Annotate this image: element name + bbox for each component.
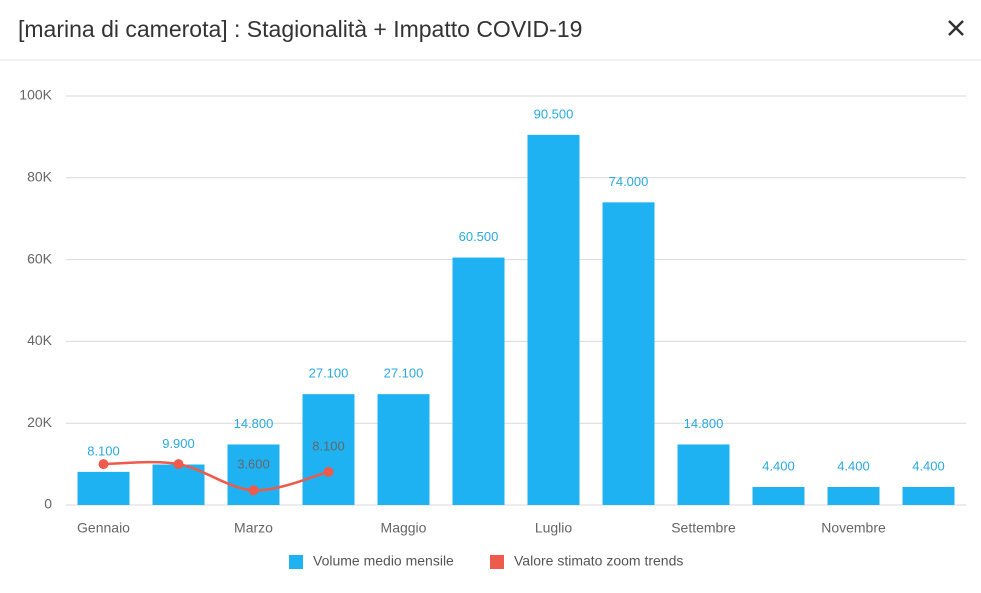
close-button[interactable]	[948, 20, 964, 36]
data-label: 14.800	[684, 416, 724, 431]
data-label: 9.900	[162, 436, 195, 451]
data-label: 4.400	[912, 458, 945, 473]
x-tick-label: Marzo	[234, 520, 273, 536]
y-tick-label: 100K	[19, 87, 52, 103]
chart-title: [marina di camerota] : Stagionalità + Im…	[18, 16, 582, 42]
bar	[152, 464, 205, 505]
data-label: 4.400	[837, 458, 870, 473]
data-label: 60.500	[459, 229, 499, 244]
trend-line	[103, 460, 329, 492]
trend-point	[98, 459, 109, 470]
trend-point	[323, 466, 334, 477]
data-label: 74.000	[609, 174, 649, 189]
x-tick-label: Gennaio	[77, 520, 130, 536]
bar	[377, 394, 430, 505]
y-tick-label: 60K	[27, 250, 53, 266]
bar	[827, 487, 880, 505]
bar	[752, 487, 805, 505]
x-tick-label: Luglio	[535, 520, 573, 536]
trend-point	[248, 485, 259, 496]
data-label: 8.100	[87, 443, 120, 458]
bar	[227, 444, 280, 505]
bar	[677, 444, 730, 505]
y-tick-label: 40K	[27, 332, 53, 348]
x-tick-label: Maggio	[381, 520, 427, 536]
x-tick-label: Novembre	[821, 520, 886, 536]
legend-swatch	[490, 555, 504, 569]
y-tick-label: 80K	[27, 169, 53, 185]
bar	[527, 134, 580, 506]
y-tick-label: 20K	[27, 414, 53, 430]
data-label: 27.100	[384, 366, 424, 381]
bar	[902, 487, 955, 505]
data-label: 27.100	[309, 366, 349, 381]
bar	[602, 202, 655, 505]
data-label: 4.400	[762, 458, 795, 473]
close-icon[interactable]	[948, 20, 964, 36]
trend-point	[173, 459, 184, 470]
x-tick-label: Settembre	[671, 520, 736, 536]
bar	[302, 394, 355, 505]
legend-label: Valore stimato zoom trends	[514, 553, 683, 569]
data-label: 90.500	[534, 106, 574, 121]
bar	[452, 257, 505, 505]
data-label: 3.600	[237, 457, 270, 472]
bar	[77, 471, 130, 505]
y-tick-label: 0	[44, 496, 52, 512]
data-label: 14.800	[234, 416, 274, 431]
legend-label: Volume medio mensile	[313, 553, 454, 569]
data-label: 8.100	[312, 438, 345, 453]
legend-swatch	[289, 555, 303, 569]
